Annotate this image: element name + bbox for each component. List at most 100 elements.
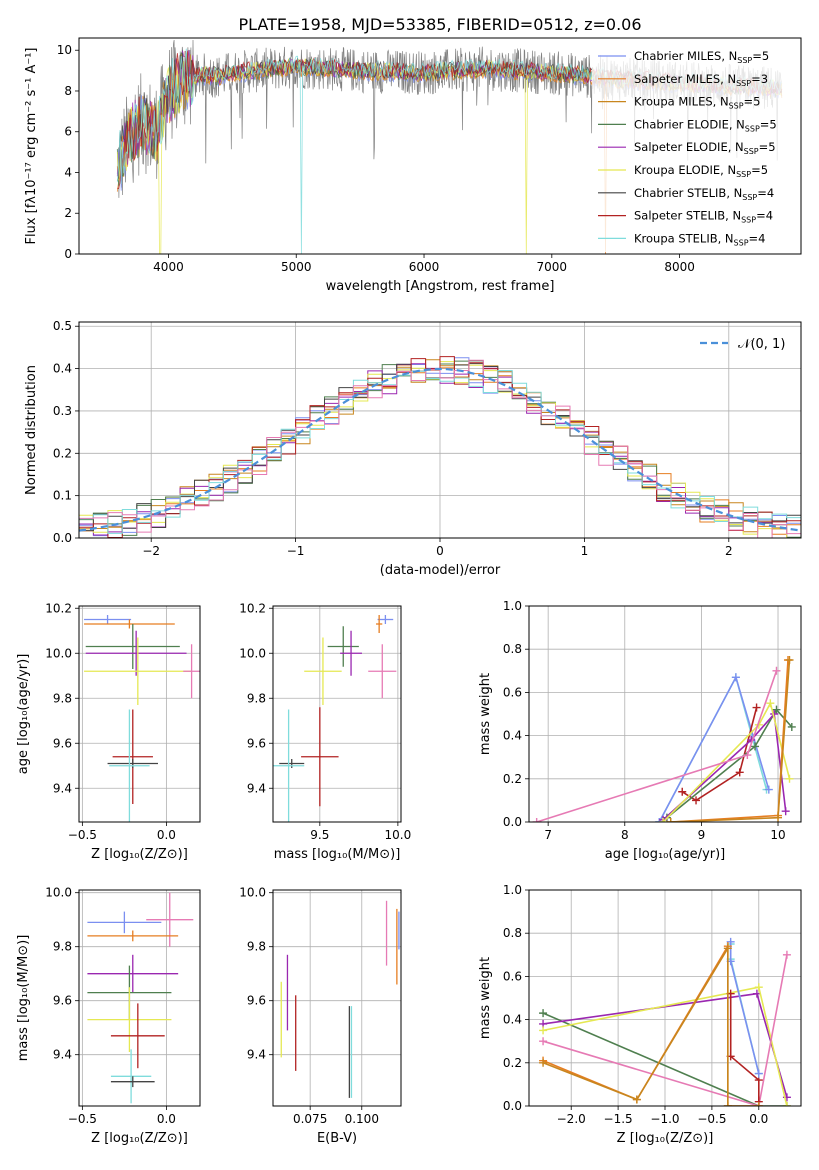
legend-label: Kroupa ELODIE, NSSP=5 bbox=[634, 163, 768, 179]
errorbar-point bbox=[301, 707, 339, 807]
x-axis-label: Z [log₁₀(Z/Z⊙)] bbox=[617, 1131, 714, 1146]
y-tick-label: 9.8 bbox=[53, 691, 72, 705]
y-tick-label: 0.2 bbox=[503, 1056, 522, 1070]
y-tick-label: 2 bbox=[64, 206, 72, 220]
plus-marker bbox=[785, 656, 794, 664]
y-tick-label: 10.2 bbox=[45, 601, 72, 615]
x-tick-label: 0.0 bbox=[749, 1112, 768, 1126]
y-tick-label: 0.2 bbox=[503, 772, 522, 786]
legend-label: Chabrier ELODIE, NSSP=5 bbox=[634, 117, 777, 133]
legend-suffix: =5 bbox=[752, 49, 769, 63]
plus-marker bbox=[731, 673, 740, 682]
x-tick-label: −1 bbox=[287, 544, 305, 558]
legend-subscript: SSP bbox=[737, 56, 752, 65]
axes-frame bbox=[272, 889, 402, 1107]
legend-label: Salpeter STELIB, NSSP=4 bbox=[634, 209, 773, 225]
y-tick-label: 0.0 bbox=[53, 531, 72, 545]
errorbar-point bbox=[87, 930, 179, 942]
plus-marker bbox=[532, 818, 541, 822]
residual-histogram bbox=[79, 359, 801, 538]
mass-weight-series bbox=[542, 1012, 787, 1106]
plus-marker bbox=[723, 1102, 732, 1106]
plus-marker bbox=[772, 705, 781, 714]
legend-label: Chabrier MILES, NSSP=5 bbox=[634, 49, 769, 65]
mass-weight-series bbox=[729, 941, 760, 1074]
plot-area bbox=[539, 937, 791, 1106]
plus-marker bbox=[539, 1026, 548, 1035]
errorbar-point bbox=[109, 709, 150, 822]
plot-area bbox=[79, 356, 801, 538]
spectrum-legend: Chabrier MILES, NSSP=5 Salpeter MILES, NS… bbox=[592, 44, 796, 252]
x-tick-label: −0.5 bbox=[68, 828, 97, 842]
axes-frame bbox=[78, 605, 201, 823]
x-axis-label: mass [log₁₀(M/M⊙)] bbox=[274, 847, 401, 862]
axes-frame bbox=[528, 605, 802, 823]
y-tick-label: 9.6 bbox=[247, 994, 266, 1008]
y-axis-label: Flux [fλ10⁻¹⁷ erg cm⁻² s⁻¹ A⁻¹] bbox=[24, 48, 39, 245]
legend-subscript: SSP bbox=[736, 170, 751, 179]
y-axis-label: mass [log₁₀(M/M⊙)] bbox=[16, 935, 31, 1062]
y-tick-label: 4 bbox=[64, 165, 72, 179]
plus-marker bbox=[723, 944, 732, 953]
mass-weight-series bbox=[542, 943, 759, 1106]
residuals-legend: 𝒩(0, 1) bbox=[700, 337, 785, 352]
x-tick-label: 8000 bbox=[664, 260, 695, 274]
legend-suffix: =5 bbox=[751, 163, 768, 177]
errorbar-point bbox=[84, 619, 175, 629]
y-tick-label: 1.0 bbox=[503, 599, 522, 613]
y-tick-label: 9.4 bbox=[53, 1048, 72, 1062]
y-tick-label: 0.4 bbox=[53, 362, 72, 376]
plus-marker bbox=[632, 1095, 641, 1104]
plus-marker bbox=[754, 983, 763, 992]
errorbar-point bbox=[87, 954, 179, 993]
y-tick-label: 0.2 bbox=[53, 446, 72, 460]
errorbar-point bbox=[304, 637, 342, 705]
gaussian-reference-curve bbox=[79, 367, 801, 532]
x-tick-label: 6000 bbox=[409, 260, 440, 274]
x-axis-label: age [log₁₀(age/yr)] bbox=[605, 847, 726, 862]
legend-subscript: SSP bbox=[734, 238, 749, 247]
legend-label: Salpeter ELODIE, NSSP=5 bbox=[634, 140, 776, 156]
x-tick-label: −2 bbox=[142, 544, 160, 558]
y-tick-label: 9.4 bbox=[247, 1048, 266, 1062]
errorbar-point bbox=[183, 644, 200, 699]
y-tick-label: 9.8 bbox=[53, 940, 72, 954]
panel-mass-weight-vs-Z: −2.0 −1.5 −1.0 −0.5 0.0 0.0 0.2 0.4 0.6 0.8 1.0 Z [… bbox=[478, 883, 802, 1146]
plus-marker bbox=[539, 1037, 548, 1046]
axes-frame bbox=[528, 889, 802, 1107]
panel-age-vs-mass: 9.5 10.0 9.4 9.6 9.8 10.0 10.2 mass [log₁₀(M/M⊙… bbox=[239, 601, 411, 862]
errorbar-point bbox=[87, 987, 172, 1052]
plus-marker bbox=[752, 703, 761, 712]
plus-marker bbox=[781, 807, 790, 816]
errorbar-point bbox=[84, 637, 192, 705]
errorbar-point bbox=[87, 911, 162, 934]
errorbar-point bbox=[327, 626, 359, 667]
x-tick-label: 9.5 bbox=[310, 828, 329, 842]
y-axis-label: mass weight bbox=[478, 673, 493, 755]
x-tick-label: 0.100 bbox=[345, 1112, 379, 1126]
legend-subscript: SSP bbox=[736, 79, 751, 88]
errorbar-point bbox=[85, 624, 180, 669]
plus-marker bbox=[726, 937, 735, 946]
legend-label: Kroupa STELIB, NSSP=4 bbox=[634, 231, 765, 247]
legend-subscript: SSP bbox=[729, 102, 744, 111]
errorbar-point bbox=[84, 615, 132, 624]
panel-mass-weight-vs-age: 7 8 9 10 0.0 0.2 0.4 0.6 0.8 1.0 age [log₁₀(age/yr… bbox=[478, 599, 802, 862]
y-tick-label: 10.0 bbox=[45, 886, 72, 900]
mass-weight-series bbox=[666, 708, 793, 819]
y-tick-label: 0.6 bbox=[503, 685, 522, 699]
x-tick-label: 0 bbox=[436, 544, 444, 558]
x-axis-label: (data-model)/error bbox=[380, 563, 501, 578]
x-tick-label: 4000 bbox=[153, 260, 184, 274]
plus-marker bbox=[772, 666, 781, 675]
plus-marker bbox=[735, 768, 744, 777]
mass-weight-series bbox=[662, 712, 787, 821]
x-tick-label: 8 bbox=[621, 828, 629, 842]
y-tick-label: 10.0 bbox=[239, 646, 266, 660]
x-tick-label: 7000 bbox=[537, 260, 568, 274]
x-axis-label: Z [log₁₀(Z/Z⊙)] bbox=[91, 847, 188, 862]
x-tick-label: 0.0 bbox=[157, 1112, 176, 1126]
x-tick-label: 0.075 bbox=[293, 1112, 327, 1126]
errorbar-point bbox=[112, 709, 153, 804]
